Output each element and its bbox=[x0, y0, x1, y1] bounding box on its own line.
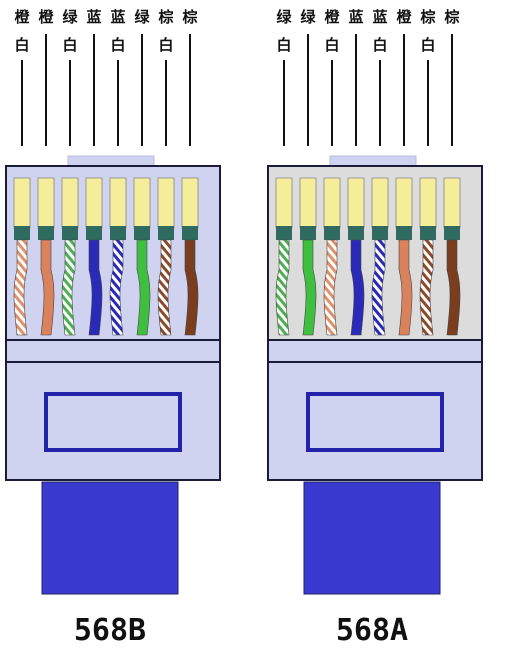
wire-label-bottom: 白 bbox=[158, 36, 173, 54]
contact-band bbox=[276, 226, 292, 240]
contact-pin bbox=[133, 177, 151, 229]
wire-label-bottom: 白 bbox=[14, 36, 29, 54]
wire bbox=[136, 239, 151, 336]
connector-latch bbox=[5, 361, 221, 481]
contact-band bbox=[134, 226, 150, 240]
contact-band bbox=[158, 226, 174, 240]
contact-band bbox=[372, 226, 388, 240]
contact-band bbox=[182, 226, 198, 240]
contact-band bbox=[14, 226, 30, 240]
wire-label-bottom: 白 bbox=[324, 36, 339, 54]
wire-label-top: 棕 bbox=[158, 8, 173, 26]
wire bbox=[184, 239, 199, 336]
wire-label-top: 绿 bbox=[300, 8, 316, 26]
contact-band bbox=[110, 226, 126, 240]
wire bbox=[61, 239, 76, 336]
wire-label-top: 绿 bbox=[62, 8, 78, 26]
contact-band bbox=[62, 226, 78, 240]
contact-pin bbox=[323, 177, 341, 229]
wire-label-top: 绿 bbox=[276, 8, 292, 26]
wire bbox=[350, 239, 365, 336]
connector-neck bbox=[267, 339, 483, 363]
wire-label-top: 蓝 bbox=[372, 8, 387, 26]
wire bbox=[109, 239, 124, 336]
contact-band bbox=[348, 226, 364, 240]
wire-label-top: 橙 bbox=[396, 8, 412, 26]
contact-band bbox=[420, 226, 436, 240]
wire-label-bottom: 白 bbox=[110, 36, 125, 54]
contact-band bbox=[300, 226, 316, 240]
wire bbox=[88, 239, 103, 336]
wire-label-top: 橙 bbox=[324, 8, 340, 26]
wire-label-bottom: 白 bbox=[372, 36, 387, 54]
wire bbox=[446, 239, 461, 336]
contact-band bbox=[86, 226, 102, 240]
latch-window bbox=[306, 392, 444, 452]
contact-pin bbox=[157, 177, 175, 229]
wire-label-top: 橙 bbox=[14, 8, 30, 26]
cable-jacket bbox=[303, 481, 441, 595]
wire-label-bottom: 白 bbox=[276, 36, 291, 54]
contact-pin bbox=[37, 177, 55, 229]
wire bbox=[275, 239, 290, 336]
contact-band bbox=[444, 226, 460, 240]
wire bbox=[157, 239, 172, 336]
contact-pin bbox=[347, 177, 365, 229]
contact-pin bbox=[181, 177, 199, 229]
latch-window bbox=[44, 392, 182, 452]
wire-label-top: 蓝 bbox=[86, 8, 101, 26]
wire-label-top: 绿 bbox=[134, 8, 150, 26]
wire bbox=[371, 239, 386, 336]
wire-label-top: 棕 bbox=[182, 8, 197, 26]
wire bbox=[302, 239, 317, 336]
contact-band bbox=[38, 226, 54, 240]
contact-pin bbox=[443, 177, 461, 229]
contact-pin bbox=[13, 177, 31, 229]
wire-label-bottom: 白 bbox=[62, 36, 77, 54]
contact-pin bbox=[275, 177, 293, 229]
wire bbox=[323, 239, 338, 336]
connector-neck bbox=[5, 339, 221, 363]
standard-name: 568B bbox=[74, 613, 146, 648]
wire-label-top: 棕 bbox=[444, 8, 459, 26]
contact-pin bbox=[371, 177, 389, 229]
contact-pin bbox=[85, 177, 103, 229]
wire bbox=[40, 239, 55, 336]
contact-pin bbox=[109, 177, 127, 229]
wire-label-top: 橙 bbox=[38, 8, 54, 26]
wire bbox=[13, 239, 28, 336]
wire-label-top: 蓝 bbox=[348, 8, 363, 26]
wire bbox=[419, 239, 434, 336]
connector-latch bbox=[267, 361, 483, 481]
contact-pin bbox=[61, 177, 79, 229]
cable-jacket bbox=[41, 481, 179, 595]
wire-label-bottom: 白 bbox=[420, 36, 435, 54]
wire-label-top: 棕 bbox=[420, 8, 435, 26]
contact-band bbox=[396, 226, 412, 240]
wire-label-top: 蓝 bbox=[110, 8, 125, 26]
contact-pin bbox=[395, 177, 413, 229]
wire bbox=[398, 239, 413, 336]
standard-name: 568A bbox=[336, 613, 408, 648]
contact-band bbox=[324, 226, 340, 240]
contact-pin bbox=[299, 177, 317, 229]
contact-pin bbox=[419, 177, 437, 229]
